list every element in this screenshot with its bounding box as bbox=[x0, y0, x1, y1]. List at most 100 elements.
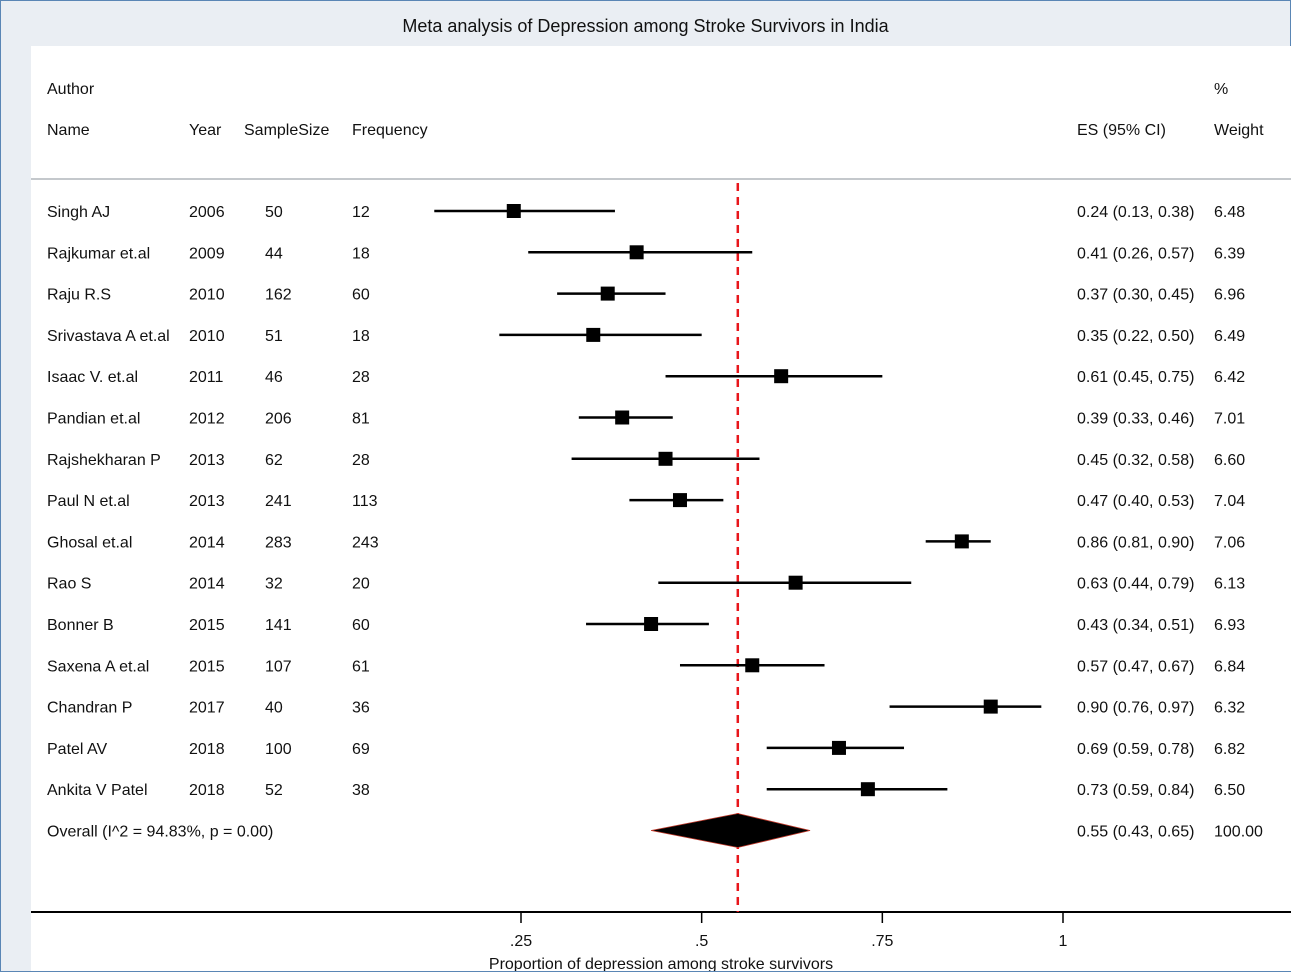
table-row: Rajshekharan P 2013 62 28 0.45 (0.32, 0.58) 6… bbox=[47, 451, 1245, 469]
effect-size-marker bbox=[954, 534, 969, 549]
study-year: 2012 bbox=[189, 411, 225, 428]
study-sample-size: 50 bbox=[265, 204, 283, 221]
study-year: 2013 bbox=[189, 452, 225, 469]
table-row: Rao S 2014 32 20 0.63 (0.44, 0.79) 6.13 bbox=[47, 575, 1245, 593]
study-sample-size: 241 bbox=[265, 493, 292, 510]
study-frequency: 69 bbox=[352, 741, 370, 758]
forest-plot-svg: Author Name Year SampleSize Frequency ES… bbox=[31, 81, 1291, 971]
study-name: Pandian et.al bbox=[47, 411, 140, 428]
study-sample-size: 107 bbox=[265, 658, 292, 675]
study-weight: 6.60 bbox=[1214, 452, 1245, 469]
overall-es-ci: 0.55 (0.43, 0.65) bbox=[1077, 824, 1194, 841]
header-name: Name bbox=[47, 122, 90, 139]
study-frequency: 12 bbox=[352, 204, 370, 221]
study-sample-size: 52 bbox=[265, 782, 283, 799]
header-frequency: Frequency bbox=[352, 122, 428, 139]
study-es-ci: 0.45 (0.32, 0.58) bbox=[1077, 452, 1194, 469]
study-name: Ghosal et.al bbox=[47, 534, 132, 551]
header-sample-size: SampleSize bbox=[244, 122, 329, 139]
study-es-ci: 0.90 (0.76, 0.97) bbox=[1077, 700, 1194, 717]
header-weight-percent: % bbox=[1214, 81, 1228, 98]
table-row: Chandran P 2017 40 36 0.90 (0.76, 0.97) 6.32 bbox=[47, 699, 1245, 717]
forest-plot-area: Author Name Year SampleSize Frequency ES… bbox=[31, 46, 1291, 971]
study-es-ci: 0.61 (0.45, 0.75) bbox=[1077, 369, 1194, 386]
study-weight: 6.82 bbox=[1214, 741, 1245, 758]
table-row: Bonner B 2015 141 60 0.43 (0.34, 0.51) 6.93 bbox=[47, 617, 1245, 634]
study-name: Rajshekharan P bbox=[47, 452, 161, 469]
effect-size-marker bbox=[831, 740, 846, 755]
study-es-ci: 0.39 (0.33, 0.46) bbox=[1077, 411, 1194, 428]
study-year: 2017 bbox=[189, 700, 225, 717]
study-es-ci: 0.86 (0.81, 0.90) bbox=[1077, 534, 1194, 551]
study-sample-size: 283 bbox=[265, 534, 292, 551]
study-frequency: 60 bbox=[352, 287, 370, 304]
study-weight: 6.48 bbox=[1214, 204, 1245, 221]
effect-size-marker bbox=[774, 369, 789, 384]
study-es-ci: 0.41 (0.26, 0.57) bbox=[1077, 245, 1194, 262]
study-sample-size: 100 bbox=[265, 741, 292, 758]
title-bar: Meta analysis of Depression among Stroke… bbox=[1, 1, 1290, 41]
study-frequency: 20 bbox=[352, 576, 370, 593]
study-name: Isaac V. et.al bbox=[47, 369, 138, 386]
x-axis-label: Proportion of depression among stroke su… bbox=[489, 956, 833, 971]
study-frequency: 60 bbox=[352, 617, 370, 634]
table-row: Srivastava A et.al 2010 51 18 0.35 (0.22, 0.… bbox=[47, 327, 1245, 345]
study-weight: 6.39 bbox=[1214, 245, 1245, 262]
overall-row: Overall (I^2 = 94.83%, p = 0.00) 0.55 (0.… bbox=[47, 813, 1263, 848]
study-frequency: 28 bbox=[352, 452, 370, 469]
effect-size-marker bbox=[860, 782, 875, 797]
effect-size-marker bbox=[629, 245, 644, 260]
study-sample-size: 44 bbox=[265, 245, 283, 262]
table-row: Isaac V. et.al 2011 46 28 0.61 (0.45, 0.75) 6… bbox=[47, 369, 1245, 386]
x-axis-ticks: .25 .5 .75 1 bbox=[510, 912, 1068, 950]
study-es-ci: 0.73 (0.59, 0.84) bbox=[1077, 782, 1194, 799]
study-name: Paul N et.al bbox=[47, 493, 130, 510]
study-frequency: 61 bbox=[352, 658, 370, 675]
table-row: Saxena A et.al 2015 107 61 0.57 (0.47, 0.67)… bbox=[47, 658, 1245, 675]
study-name: Saxena A et.al bbox=[47, 658, 149, 675]
study-name: Rajkumar et.al bbox=[47, 245, 150, 262]
header-year: Year bbox=[189, 122, 222, 139]
study-es-ci: 0.43 (0.34, 0.51) bbox=[1077, 617, 1194, 634]
study-year: 2006 bbox=[189, 204, 225, 221]
x-tick-label: .25 bbox=[510, 933, 532, 950]
study-sample-size: 206 bbox=[265, 411, 292, 428]
table-row: Patel AV 2018 100 69 0.69 (0.59, 0.78) 6.82 bbox=[47, 740, 1245, 758]
study-weight: 6.50 bbox=[1214, 782, 1245, 799]
effect-size-marker bbox=[615, 410, 630, 425]
study-year: 2010 bbox=[189, 287, 225, 304]
study-frequency: 38 bbox=[352, 782, 370, 799]
study-name: Chandran P bbox=[47, 700, 132, 717]
study-frequency: 81 bbox=[352, 411, 370, 428]
study-weight: 6.84 bbox=[1214, 658, 1245, 675]
study-sample-size: 141 bbox=[265, 617, 292, 634]
study-name: Ankita V Patel bbox=[47, 782, 148, 799]
x-tick-label: .75 bbox=[871, 933, 893, 950]
study-year: 2009 bbox=[189, 245, 225, 262]
study-name: Bonner B bbox=[47, 617, 114, 634]
study-sample-size: 62 bbox=[265, 452, 283, 469]
table-row: Ankita V Patel 2018 52 38 0.73 (0.59, 0.84) 6… bbox=[47, 782, 1245, 799]
study-year: 2014 bbox=[189, 534, 225, 551]
study-weight: 7.01 bbox=[1214, 411, 1245, 428]
study-es-ci: 0.57 (0.47, 0.67) bbox=[1077, 658, 1194, 675]
effect-size-marker bbox=[506, 204, 521, 218]
study-es-ci: 0.37 (0.30, 0.45) bbox=[1077, 287, 1194, 304]
study-sample-size: 32 bbox=[265, 576, 283, 593]
study-name: Raju R.S bbox=[47, 287, 111, 304]
study-sample-size: 46 bbox=[265, 369, 283, 386]
table-row: Paul N et.al 2013 241 113 0.47 (0.40, 0.53) 7… bbox=[47, 493, 1245, 510]
effect-size-marker bbox=[644, 617, 659, 631]
overall-label: Overall (I^2 = 94.83%, p = 0.00) bbox=[47, 824, 273, 841]
study-frequency: 18 bbox=[352, 245, 370, 262]
table-row: Ghosal et.al 2014 283 243 0.86 (0.81, 0.90) 7… bbox=[47, 534, 1245, 551]
study-weight: 7.04 bbox=[1214, 493, 1245, 510]
study-weight: 6.13 bbox=[1214, 576, 1245, 593]
study-sample-size: 40 bbox=[265, 700, 283, 717]
study-name: Singh AJ bbox=[47, 204, 110, 221]
study-year: 2018 bbox=[189, 782, 225, 799]
study-frequency: 113 bbox=[352, 493, 378, 510]
header-es-ci: ES (95% CI) bbox=[1077, 122, 1166, 139]
effect-size-marker bbox=[586, 327, 601, 342]
